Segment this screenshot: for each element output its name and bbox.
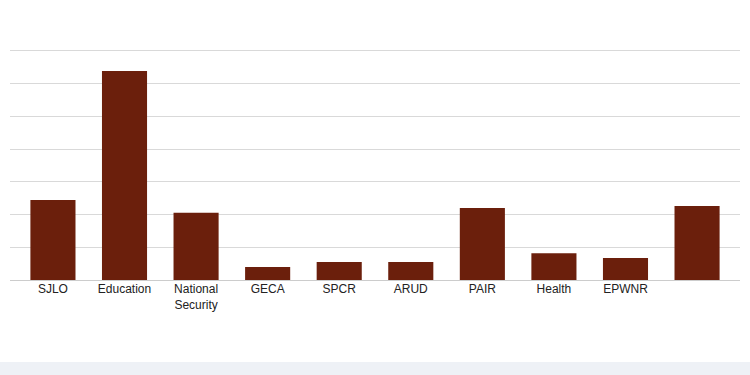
svg-text:Education: Education	[98, 282, 151, 296]
svg-text:ARUD: ARUD	[394, 282, 428, 296]
svg-text:SPCR: SPCR	[323, 282, 357, 296]
svg-text:PAIR: PAIR	[469, 282, 496, 296]
svg-text:SJLO: SJLO	[38, 282, 68, 296]
svg-text:GECA: GECA	[251, 282, 285, 296]
svg-text:NationalSecurity: NationalSecurity	[174, 282, 218, 312]
svg-text:Health: Health	[537, 282, 572, 296]
svg-text:EPWNR: EPWNR	[603, 282, 648, 296]
